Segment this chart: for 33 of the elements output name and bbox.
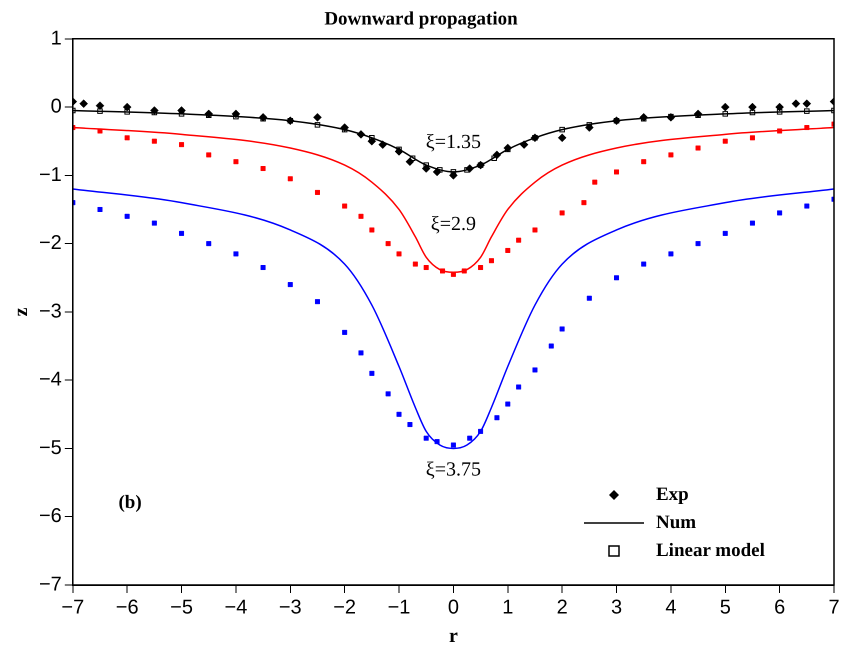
legend-label: Linear model	[656, 540, 765, 561]
chart-title: Downward propagation	[324, 8, 518, 30]
legend-label: Num	[656, 512, 696, 533]
x-tick-label: 5	[720, 596, 731, 619]
y-tick-label: −7	[38, 574, 62, 596]
y-tick-label: −3	[38, 300, 62, 322]
x-tick-label: 7	[828, 596, 840, 619]
x-tick-label: −5	[170, 596, 193, 619]
y-axis-title: z	[10, 307, 32, 316]
x-tick-label: −2	[333, 596, 356, 619]
x-tick-label: −4	[224, 596, 248, 619]
annotation: ξ=3.75	[426, 458, 482, 481]
annotation: ξ=1.35	[426, 130, 482, 153]
x-tick-label: −6	[116, 596, 139, 619]
x-tick-label: 2	[556, 596, 568, 619]
y-tick-label: −2	[38, 232, 62, 254]
x-tick-label: 6	[774, 596, 786, 619]
y-tick-label: 0	[50, 96, 62, 118]
x-tick-label: 4	[665, 596, 676, 619]
y-tick-label: −1	[38, 164, 62, 186]
annotation: ξ=2.9	[430, 212, 476, 235]
annotation: (b)	[118, 492, 142, 513]
x-axis-title: r	[448, 625, 458, 648]
x-tick-label: −3	[278, 596, 302, 619]
y-tick-label: −4	[38, 368, 62, 391]
y-tick-label: 1	[50, 27, 62, 50]
x-tick-label: −1	[388, 596, 410, 619]
y-tick-label: −6	[38, 505, 62, 528]
legend-label: Exp	[656, 484, 689, 505]
y-tick-label: −5	[38, 436, 62, 459]
x-tick-label: 0	[448, 596, 459, 619]
x-tick-label: 3	[610, 596, 622, 619]
x-tick-label: 1	[502, 596, 514, 619]
